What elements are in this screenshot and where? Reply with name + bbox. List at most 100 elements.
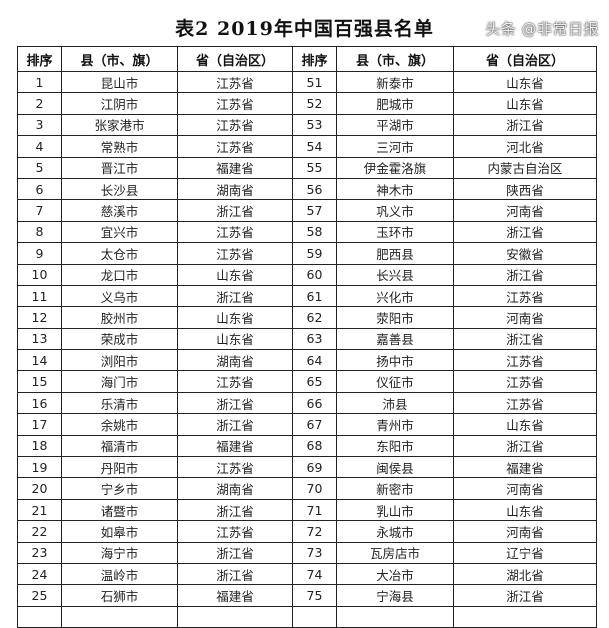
county-cell: 浏阳市: [61, 349, 178, 372]
province-cell: 山东省: [177, 327, 293, 351]
table-row: 14 浏阳市 湖南省 64 扬中市 江苏省: [17, 349, 597, 372]
province-cell: 湖南省: [177, 177, 293, 201]
county-cell: 嘉善县: [336, 327, 454, 351]
table-row: 20 宁乡市 湖南省 70 新密市 河南省: [17, 477, 597, 500]
county-cell: 宁乡市: [61, 477, 178, 500]
county-cell: 闽侯县: [336, 456, 454, 479]
table-row: 6 长沙县 湖南省 56 神木市 陕西省: [17, 177, 597, 201]
table-row: 9 太仓市 江苏省 59 肥西县 安徽省: [17, 242, 597, 265]
county-cell: 长沙县: [61, 177, 178, 201]
rank-cell: 15: [17, 370, 62, 393]
rank-cell: 25: [17, 584, 62, 607]
rank-cell: 22: [17, 520, 62, 543]
county-cell: 肥城市: [336, 92, 454, 115]
empty-cell: [336, 605, 454, 628]
county-cell: 宜兴市: [61, 220, 178, 244]
rank-cell: 16: [17, 391, 62, 415]
province-cell: 江苏省: [177, 370, 293, 393]
county-cell: 神木市: [336, 177, 454, 201]
table-row: 13 荣成市 山东省 63 嘉善县 浙江省: [17, 327, 597, 351]
rank-cell: 17: [17, 413, 62, 436]
table-row: 8 宜兴市 江苏省 58 玉环市 浙江省: [17, 220, 597, 244]
province-cell: 湖南省: [177, 477, 293, 500]
empty-cell: [17, 605, 62, 628]
rank-cell: 62: [292, 306, 337, 329]
rank-cell: 5: [17, 156, 62, 179]
province-cell: 山东省: [453, 92, 597, 115]
rank-cell: 23: [17, 541, 62, 564]
province-cell: 山东省: [177, 263, 293, 286]
province-cell: 浙江省: [453, 220, 597, 244]
rank-cell: 63: [292, 327, 337, 351]
county-cell: 诸暨市: [61, 498, 178, 522]
table-row: 18 福清市 福建省 68 东阳市 浙江省: [17, 434, 597, 458]
county-cell: 石狮市: [61, 584, 178, 607]
header-county: 县（市、旗）: [61, 46, 178, 72]
table-row: 7 慈溪市 浙江省 57 巩义市 河南省: [17, 199, 597, 222]
county-cell: 福清市: [61, 434, 178, 458]
county-cell: 乳山市: [336, 498, 454, 522]
rank-cell: 70: [292, 477, 337, 500]
province-cell: 福建省: [177, 156, 293, 179]
table-row: 21 诸暨市 浙江省 71 乳山市 山东省: [17, 498, 597, 522]
county-cell: 长兴县: [336, 263, 454, 286]
rank-cell: 19: [17, 456, 62, 479]
county-cell: 温岭市: [61, 562, 178, 586]
rank-cell: 20: [17, 477, 62, 500]
rank-cell: 51: [292, 70, 337, 94]
province-cell: 浙江省: [177, 498, 293, 522]
empty-cell: [453, 605, 597, 628]
top-100-counties-table: 排序 县（市、旗） 省（自治区） 排序 县（市、旗） 省（自治区） 1 昆山市 江苏…: [17, 46, 597, 628]
table-row: 25 石狮市 福建省 75 宁海县 浙江省: [17, 584, 597, 607]
header-province: 省（自治区）: [453, 46, 597, 72]
province-cell: 浙江省: [177, 541, 293, 564]
county-cell: 宁海县: [336, 584, 454, 607]
province-cell: 内蒙古自治区: [453, 156, 597, 179]
province-cell: 江苏省: [177, 520, 293, 543]
county-cell: 常熟市: [61, 135, 178, 158]
rank-cell: 71: [292, 498, 337, 522]
county-cell: 胶州市: [61, 306, 178, 329]
county-cell: 荣成市: [61, 327, 178, 351]
empty-cell: [177, 605, 293, 628]
province-cell: 江苏省: [177, 242, 293, 265]
county-cell: 海门市: [61, 370, 178, 393]
rank-cell: 10: [17, 263, 62, 286]
header-province: 省（自治区）: [177, 46, 293, 72]
table-row-partial: [17, 605, 597, 628]
province-cell: 江苏省: [453, 284, 597, 308]
province-cell: 陕西省: [453, 177, 597, 201]
province-cell: 浙江省: [177, 391, 293, 415]
province-cell: 浙江省: [177, 284, 293, 308]
province-cell: 江苏省: [177, 456, 293, 479]
table-row: 1 昆山市 江苏省 51 新泰市 山东省: [17, 70, 597, 94]
county-cell: 荥阳市: [336, 306, 454, 329]
rank-cell: 2: [17, 92, 62, 115]
province-cell: 江苏省: [177, 70, 293, 94]
rank-cell: 69: [292, 456, 337, 479]
county-cell: 张家港市: [61, 113, 178, 137]
table-row: 24 温岭市 浙江省 74 大冶市 湖北省: [17, 562, 597, 586]
county-cell: 丹阳市: [61, 456, 178, 479]
rank-cell: 74: [292, 562, 337, 586]
county-cell: 玉环市: [336, 220, 454, 244]
province-cell: 辽宁省: [453, 541, 597, 564]
header-county: 县（市、旗）: [336, 46, 454, 72]
county-cell: 太仓市: [61, 242, 178, 265]
table-row: 12 胶州市 山东省 62 荥阳市 河南省: [17, 306, 597, 329]
province-cell: 浙江省: [177, 413, 293, 436]
rank-cell: 68: [292, 434, 337, 458]
table-row: 4 常熟市 江苏省 54 三河市 河北省: [17, 135, 597, 158]
county-cell: 扬中市: [336, 349, 454, 372]
county-cell: 青州市: [336, 413, 454, 436]
rank-cell: 61: [292, 284, 337, 308]
table-row: 23 海宁市 浙江省 73 瓦房店市 辽宁省: [17, 541, 597, 564]
province-cell: 河南省: [453, 520, 597, 543]
county-cell: 肥西县: [336, 242, 454, 265]
rank-cell: 18: [17, 434, 62, 458]
table-row: 11 义乌市 浙江省 61 兴化市 江苏省: [17, 284, 597, 308]
rank-cell: 60: [292, 263, 337, 286]
rank-cell: 58: [292, 220, 337, 244]
province-cell: 江苏省: [177, 220, 293, 244]
rank-cell: 59: [292, 242, 337, 265]
